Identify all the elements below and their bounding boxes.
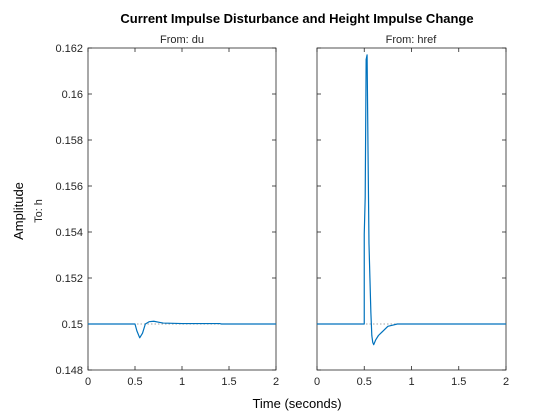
x-tick-label: 2 xyxy=(503,376,509,388)
x-tick-label: 0.5 xyxy=(127,376,142,388)
y-axis-label: Amplitude xyxy=(11,182,26,240)
y-tick-label: 0.152 xyxy=(55,273,83,285)
panel-from-du: From: du 0 0.5 1 1.5 2 0.148 0.15 0.152 0.154 0.1… xyxy=(55,34,279,388)
x-tick-label: 2 xyxy=(273,376,279,388)
y-tick-label: 0.15 xyxy=(62,319,83,331)
chart-title: Current Impulse Disturbance and Height I… xyxy=(120,11,473,26)
x-tick-label: 0 xyxy=(85,376,91,388)
x-tick-label: 0.5 xyxy=(357,376,372,388)
y-tick-label: 0.148 xyxy=(55,365,83,377)
panel-subtitle: From: href xyxy=(386,34,438,46)
y-tick-label: 0.156 xyxy=(55,181,83,193)
panel-subtitle: From: du xyxy=(160,34,204,46)
x-tick-label: 1 xyxy=(408,376,414,388)
response-line xyxy=(317,54,506,346)
row-label: To: h xyxy=(33,199,45,223)
axes-box xyxy=(87,47,277,371)
y-tick-label: 0.154 xyxy=(55,227,83,239)
x-tick-label: 1 xyxy=(179,376,185,388)
y-tick-label: 0.162 xyxy=(55,43,83,55)
x-tick-label: 0 xyxy=(314,376,320,388)
y-tick-label: 0.16 xyxy=(62,89,83,101)
panel-from-href: From: href 0 0.5 1 1.5 2 xyxy=(314,34,509,388)
axes-box xyxy=(316,47,507,371)
x-tick-label: 1.5 xyxy=(451,376,466,388)
response-line xyxy=(88,320,276,339)
x-tick-label: 1.5 xyxy=(221,376,236,388)
x-axis-label: Time (seconds) xyxy=(252,396,341,411)
y-tick-label: 0.158 xyxy=(55,135,83,147)
